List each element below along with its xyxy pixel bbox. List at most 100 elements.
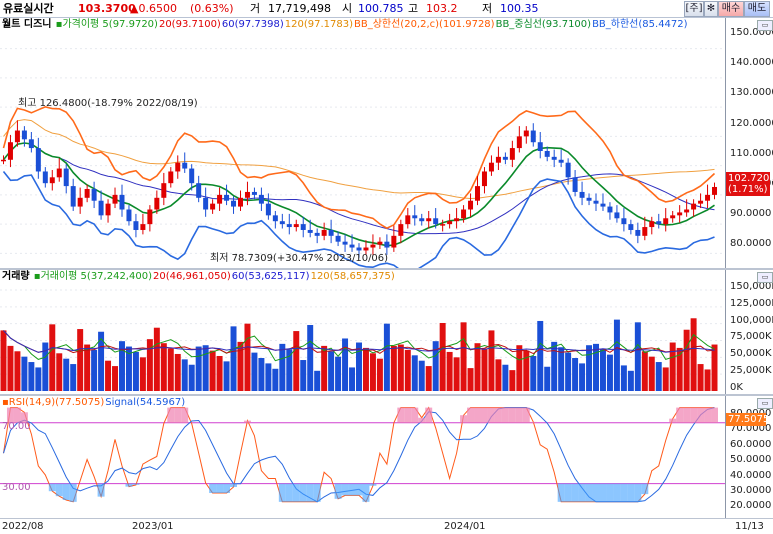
candle-body bbox=[224, 194, 230, 201]
volume-bar bbox=[460, 322, 467, 391]
rsi-oversold-fill bbox=[278, 483, 286, 502]
price-legend-item: BB_상한선(20,2,c)(101.9728) bbox=[353, 19, 495, 30]
volume-bar bbox=[342, 338, 349, 391]
price-axis-tick-label: 150.0000 bbox=[730, 27, 773, 38]
price-legend-item: 120(97.1783) bbox=[284, 19, 353, 30]
price-legend-item: 20(93.7100) bbox=[158, 19, 221, 30]
rsi-overbought-fill bbox=[501, 407, 509, 423]
candle-body bbox=[237, 197, 243, 207]
last-price-tag: 102.7200 (1.71%) bbox=[726, 172, 773, 196]
volume-bar bbox=[509, 370, 516, 391]
candle-body bbox=[217, 194, 223, 204]
candle-body bbox=[98, 200, 104, 216]
candle-body bbox=[551, 156, 557, 160]
volume-bar bbox=[7, 345, 14, 391]
volume-bar bbox=[558, 347, 565, 391]
pane-divider-2[interactable] bbox=[0, 394, 773, 396]
volume-bar bbox=[599, 349, 606, 391]
rsi-oversold-fill bbox=[223, 483, 231, 494]
candle-body bbox=[537, 142, 543, 151]
rsi-oversold-fill bbox=[230, 483, 238, 487]
candle-body bbox=[231, 200, 237, 207]
candle-body bbox=[349, 244, 355, 248]
rsi-overbought-fill bbox=[397, 407, 405, 423]
candle-body bbox=[70, 186, 76, 207]
volume-bar bbox=[655, 362, 662, 391]
rsi-overbought-fill bbox=[411, 407, 419, 423]
volume-axis: 150,000K 125,000K 100,000K 75,000K 50,000K 25… bbox=[725, 270, 773, 394]
rsi-chart-pane[interactable]: ▪RSI(14,9)(77.5075)Signal(54.5967) 70.00… bbox=[0, 396, 725, 518]
volume-bar bbox=[84, 344, 91, 391]
rsi-oversold-fill bbox=[634, 483, 642, 502]
candle-body bbox=[258, 194, 264, 204]
volume-bar bbox=[195, 346, 202, 391]
price-chart-pane[interactable]: 월트 디즈니 ▪가격이평 5(97.9720)20(93.7100)60(97.… bbox=[0, 18, 725, 268]
candle-body bbox=[314, 232, 320, 236]
volume-bar bbox=[523, 350, 530, 391]
candle-body bbox=[286, 224, 292, 228]
candle-body bbox=[126, 209, 132, 222]
volume-bar bbox=[35, 367, 42, 391]
low-label: 저 bbox=[482, 2, 493, 15]
rsi-overbought-fill bbox=[181, 407, 189, 423]
price-axis-tick-label: 80.0000 bbox=[730, 238, 772, 250]
volume-bar bbox=[119, 341, 125, 391]
volume-chart-pane[interactable]: 거래량 ▪거래이평 5(37,242,400)20(46,961,050)60(… bbox=[0, 270, 725, 394]
volume-axis-tick-label: 0K bbox=[730, 381, 743, 393]
volume-bar bbox=[418, 360, 425, 391]
candle-body bbox=[544, 151, 550, 157]
candle-body bbox=[168, 171, 174, 184]
candle-body bbox=[356, 247, 362, 251]
volume-bar bbox=[0, 330, 7, 391]
buy-button[interactable]: 매수 bbox=[718, 1, 744, 17]
stock-toggle-button[interactable]: [주] bbox=[684, 1, 704, 17]
volume-bar bbox=[77, 329, 84, 391]
settings-gear-icon[interactable]: ✻ bbox=[704, 1, 718, 17]
volume-bar bbox=[28, 362, 35, 391]
volume-bar bbox=[446, 351, 453, 391]
price-axis: 150.0000 140.0000 130.0000 120.0000 110.0000… bbox=[725, 18, 773, 268]
volume-bar bbox=[676, 347, 683, 391]
volume-bar bbox=[279, 343, 286, 391]
candle-body bbox=[663, 218, 669, 225]
candle-body bbox=[196, 183, 202, 198]
volume-bar bbox=[662, 367, 669, 391]
volume-bar bbox=[453, 357, 460, 391]
candle-body bbox=[293, 224, 299, 228]
volume-bar bbox=[544, 366, 551, 391]
rsi-overbought-fill bbox=[20, 412, 28, 423]
price-axis-tick-label: 140.0000 bbox=[730, 57, 773, 69]
candle-body bbox=[502, 156, 508, 160]
candle-body bbox=[635, 229, 641, 236]
candle-body bbox=[447, 221, 453, 225]
volume-bar bbox=[286, 349, 293, 391]
volume-bar bbox=[146, 339, 153, 391]
volume-bar bbox=[397, 344, 404, 391]
pane-divider[interactable] bbox=[0, 268, 773, 270]
candle-body bbox=[698, 200, 704, 204]
candle-body bbox=[677, 212, 683, 216]
volume-bar bbox=[49, 324, 56, 391]
volume-bar bbox=[272, 368, 279, 391]
candle-body bbox=[670, 215, 676, 219]
sell-button[interactable]: 매도 bbox=[744, 1, 770, 17]
rsi-pane-restore-icon[interactable]: ▭ bbox=[757, 398, 773, 409]
volume-bar bbox=[411, 355, 418, 391]
volume-bar bbox=[481, 348, 488, 391]
rsi-overbought-fill bbox=[508, 407, 516, 423]
candle-body bbox=[175, 162, 181, 172]
candle-body bbox=[161, 183, 167, 198]
volume-bar bbox=[314, 370, 321, 391]
candle-body bbox=[565, 162, 571, 178]
candle-body bbox=[481, 171, 487, 187]
pane-restore-icon[interactable]: ▭ bbox=[757, 20, 773, 31]
candle-body bbox=[426, 218, 432, 222]
volume-bar bbox=[70, 364, 77, 391]
candle-body bbox=[112, 194, 118, 204]
candle-body bbox=[642, 227, 648, 236]
volume-pane-restore-icon[interactable]: ▭ bbox=[757, 272, 773, 283]
candle-body bbox=[509, 148, 515, 160]
low-annotation: 최저 78.7309(+30.47% 2023/10/06) bbox=[210, 253, 389, 264]
rsi-axis-tick-label: 60.0000 bbox=[730, 438, 772, 450]
volume-bar bbox=[376, 358, 383, 391]
